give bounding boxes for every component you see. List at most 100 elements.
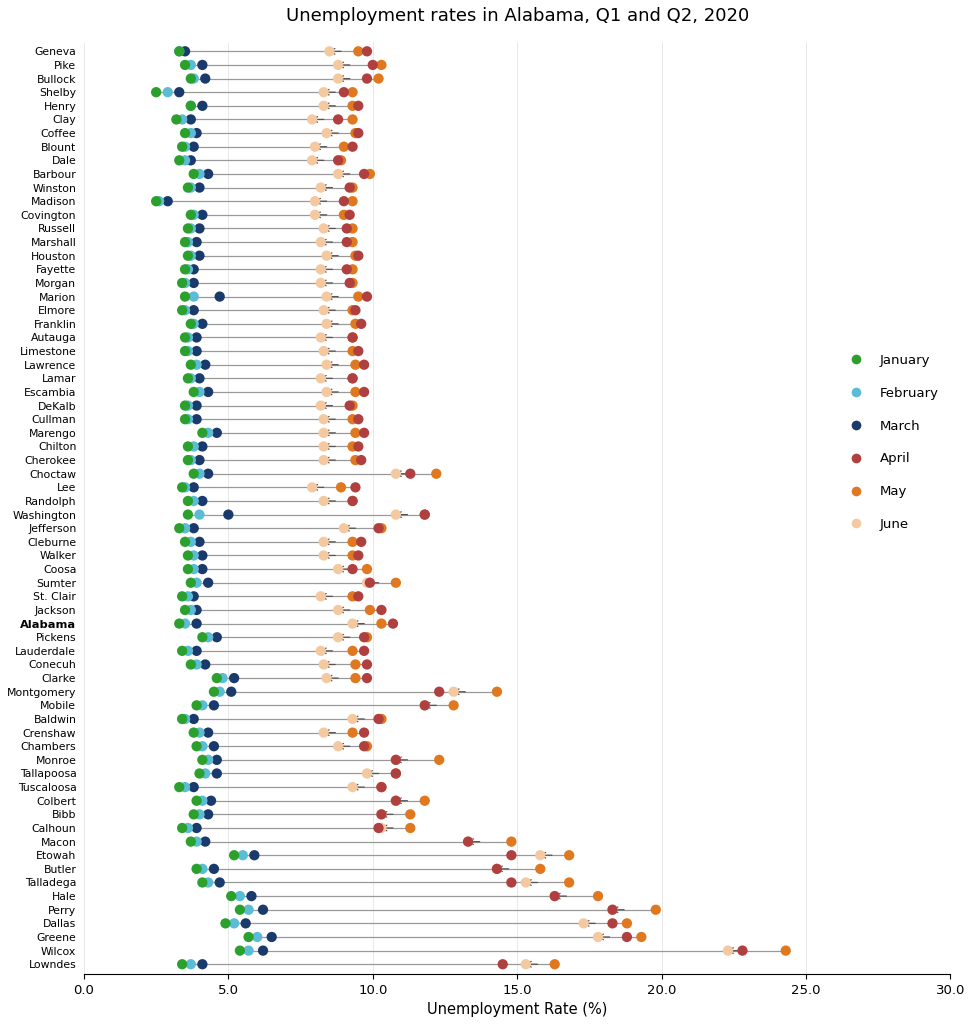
Point [357,356,372,373]
Point [200,724,216,740]
Point [489,684,504,700]
Point [351,248,366,264]
Point [189,834,204,850]
Point [429,466,444,482]
Point [319,289,334,305]
Point [330,602,346,618]
Point [348,425,364,441]
Point [174,302,190,318]
Point [171,43,187,59]
Point [186,724,201,740]
Point [186,561,201,578]
Point [183,656,198,673]
Point [495,956,510,973]
Point [330,561,346,578]
Point [342,207,358,223]
Point [256,901,271,918]
Point [191,534,207,550]
Point [177,602,192,618]
Point [348,315,364,332]
Point [180,643,195,659]
Point [351,438,366,455]
Point [183,71,198,87]
Point [345,343,361,359]
Point [241,901,257,918]
Point [605,915,620,932]
Point [177,534,192,550]
Point [373,56,389,73]
Point [316,534,331,550]
Point [171,43,187,59]
Point [186,138,201,155]
Point [351,125,366,141]
Point [357,425,372,441]
Point [186,289,201,305]
Point [194,738,210,755]
Point [180,507,195,523]
Point [174,112,190,128]
Point [316,547,331,563]
Point [518,956,534,973]
Point [177,138,192,155]
Point [180,220,195,237]
Point [177,330,192,346]
Point [177,779,192,796]
Point [360,43,375,59]
Point [194,561,210,578]
Point [191,765,207,781]
Point [183,602,198,618]
Point [191,806,207,822]
Point [189,820,204,837]
Point [180,411,195,427]
Point [333,479,349,496]
Point [547,888,563,904]
Point [316,438,331,455]
Point [212,289,227,305]
Point [503,834,519,850]
Point [503,847,519,863]
Point [174,956,190,973]
Point [186,779,201,796]
Point [206,738,222,755]
Point [191,220,207,237]
Point [316,493,331,509]
Point [388,765,403,781]
Point [221,507,236,523]
Point [183,97,198,114]
Point [373,779,389,796]
Point [319,315,334,332]
Point [345,493,361,509]
Point [489,860,504,877]
Point [307,193,323,209]
Point [348,125,364,141]
Point [348,248,364,264]
Point [417,697,433,714]
Point [189,330,204,346]
Point [180,820,195,837]
Point [360,71,375,87]
Point [191,724,207,740]
Point [357,724,372,740]
Point [345,233,361,250]
Point [360,289,375,305]
Point [336,193,352,209]
Point [342,274,358,291]
Point [345,397,361,414]
Point [345,711,361,727]
Point [351,289,366,305]
Point [351,343,366,359]
Point [388,752,403,768]
Point [174,711,190,727]
Point [186,479,201,496]
Point [316,97,331,114]
Point [238,915,254,932]
Point [200,752,216,768]
Point [183,112,198,128]
Point [363,574,378,591]
Point [191,370,207,386]
Point [330,153,346,169]
Point [575,915,591,932]
Point [402,806,418,822]
Point [351,547,366,563]
Point [200,384,216,400]
